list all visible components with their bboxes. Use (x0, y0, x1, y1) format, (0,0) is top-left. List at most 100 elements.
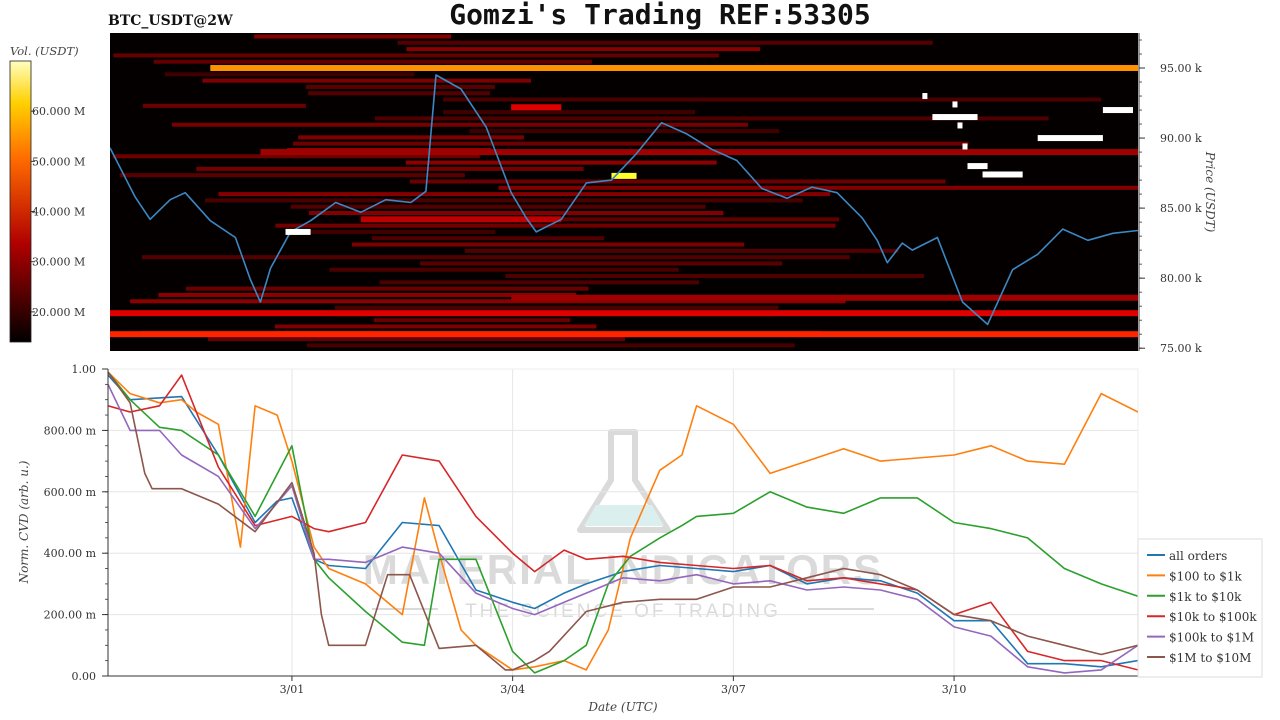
cvd-y-tick-label: 1.00 (72, 363, 97, 376)
liquidity-level (210, 65, 1138, 72)
liquidity-band (274, 324, 597, 329)
price-axis-label: Price (USDT) (1203, 151, 1217, 233)
colorbar-tick-label: 40.000 M (32, 206, 85, 219)
cvd-y-tick-label: 800.00 m (44, 424, 97, 437)
liquidity-band (202, 78, 531, 83)
liquidity-band (153, 59, 592, 64)
cvd-y-tick-label: 400.00 m (44, 547, 97, 560)
legend-label: $1k to $10k (1169, 590, 1242, 604)
colorbar-tick-label: 60.000 M (32, 105, 85, 118)
liquidity-band (275, 223, 836, 228)
price-axis-tick-label: 80.00 k (1160, 272, 1202, 285)
cvd-legend: all orders $100 to $1k $1k to $10k $10k to … (1137, 538, 1263, 678)
liquidity-level (511, 104, 562, 111)
liquidity-band (405, 160, 717, 165)
cvd-y-tick-label: 200.00 m (44, 609, 97, 622)
colorbar-ticks: 20.000 M 30.000 M 40.000 M 50.000 M 60.000 M (31, 105, 85, 319)
liquidity-band (142, 103, 306, 108)
peak-order-block (967, 163, 988, 170)
price-axis-tick-label: 75.00 k (1160, 342, 1202, 355)
liquidity-band (119, 173, 465, 178)
cvd-x-axis: 3/01 3/04 3/07 3/10 (108, 675, 1138, 696)
liquidity-band (185, 286, 589, 291)
liquidity-band (158, 292, 577, 297)
cvd-x-axis-label: Date (UTC) (587, 700, 657, 714)
liquidity-band (329, 267, 679, 272)
liquidity-band (293, 141, 969, 146)
liquidity-band (218, 192, 831, 197)
liquidity-band (420, 261, 783, 266)
flask-liquid (584, 505, 664, 526)
cvd-series-line (108, 371, 1138, 674)
cvd-y-tick-label: 0.00 (72, 670, 97, 683)
colorbar-label: Vol. (USDT) (10, 44, 79, 58)
liquidity-band (493, 217, 840, 222)
price-axis: 75.00 k 80.00 k 85.00 k 90.00 k 95.00 k (1138, 33, 1202, 355)
liquidity-band (164, 72, 415, 77)
peak-order-block (1037, 135, 1103, 142)
peak-order-block (952, 101, 958, 108)
liquidity-band (112, 154, 480, 159)
liquidity-band (141, 255, 850, 260)
liquidity-band (298, 135, 524, 140)
cvd-series-line (108, 384, 1138, 674)
cvd-x-tick-label: 3/10 (942, 683, 967, 696)
liquidity-band (505, 274, 925, 279)
liquidity-band (334, 305, 779, 310)
price-line (110, 74, 1138, 326)
liquidity-band (351, 242, 745, 247)
price-line-path (110, 74, 1138, 326)
liquidity-band (308, 211, 724, 216)
peak-order-block (932, 114, 978, 121)
colorbar-tick-label: 30.000 M (32, 256, 85, 269)
liquidity-band (469, 129, 780, 134)
peak-orders (285, 93, 1133, 235)
liquidity-band (254, 34, 452, 39)
liquidity-band (409, 179, 946, 184)
cvd-x-tick-label: 3/07 (721, 683, 746, 696)
liquidity-band (113, 53, 719, 58)
chart-title: Gomzi's Trading REF:53305 (449, 0, 870, 31)
cvd-lines (108, 371, 1138, 674)
cvd-x-tick-label: 3/01 (280, 683, 305, 696)
liquidity-band (498, 185, 1138, 190)
cvd-y-axis: 0.00 200.00 m 400.00 m 600.00 m 800.00 m 1.00 (44, 363, 109, 683)
peak-order-block (1102, 107, 1133, 114)
peak-order-block (922, 93, 928, 100)
liquidity-band (207, 337, 626, 342)
liquidity-band (196, 166, 584, 171)
peak-order-block (962, 143, 968, 150)
peak-order-block (957, 122, 963, 129)
colorbar-tick-label: 20.000 M (32, 306, 85, 319)
price-axis-tick-label: 95.00 k (1160, 62, 1202, 75)
liquidity-band (443, 110, 696, 115)
watermark-tagline: THE SCIENCE OF TRADING (465, 601, 781, 622)
peak-order-block (982, 171, 1023, 178)
colorbar-tick-label: 50.000 M (32, 155, 85, 168)
liquidity-band (204, 198, 803, 203)
liquidity-level (110, 310, 1138, 317)
cvd-panel: 0.00 200.00 m 400.00 m 600.00 m 800.00 m 1.00… (17, 363, 1263, 714)
liquidity-band (130, 299, 846, 304)
watermark: MATERIAL INDICATORS THE SCIENCE OF TRADI… (363, 429, 881, 622)
liquidity-band (397, 40, 933, 45)
legend-label: $100 to $1k (1169, 569, 1242, 583)
colorbar-gradient (9, 60, 32, 343)
liquidity-band (308, 91, 490, 96)
price-axis-tick-label: 90.00 k (1160, 132, 1202, 145)
liquidity-band (171, 122, 748, 127)
liquidity-band (290, 204, 706, 209)
liquidity-band (290, 229, 496, 234)
legend-label: $100k to $1M (1169, 631, 1254, 645)
cvd-y-axis-label: Norm. CVD (arb. u.) (17, 460, 31, 584)
heatmap-panel: 75.00 k 80.00 k 85.00 k 90.00 k 95.00 k Pric… (110, 33, 1217, 355)
liquidity-band (305, 84, 495, 89)
liquidity-band (374, 116, 1049, 121)
cvd-y-tick-label: 600.00 m (44, 486, 97, 499)
liquidity-level (360, 216, 562, 223)
peak-order-block (285, 228, 311, 235)
liquidity-band (443, 97, 1102, 102)
heatmap-bands (110, 34, 1138, 348)
liquidity-level (260, 149, 1138, 156)
